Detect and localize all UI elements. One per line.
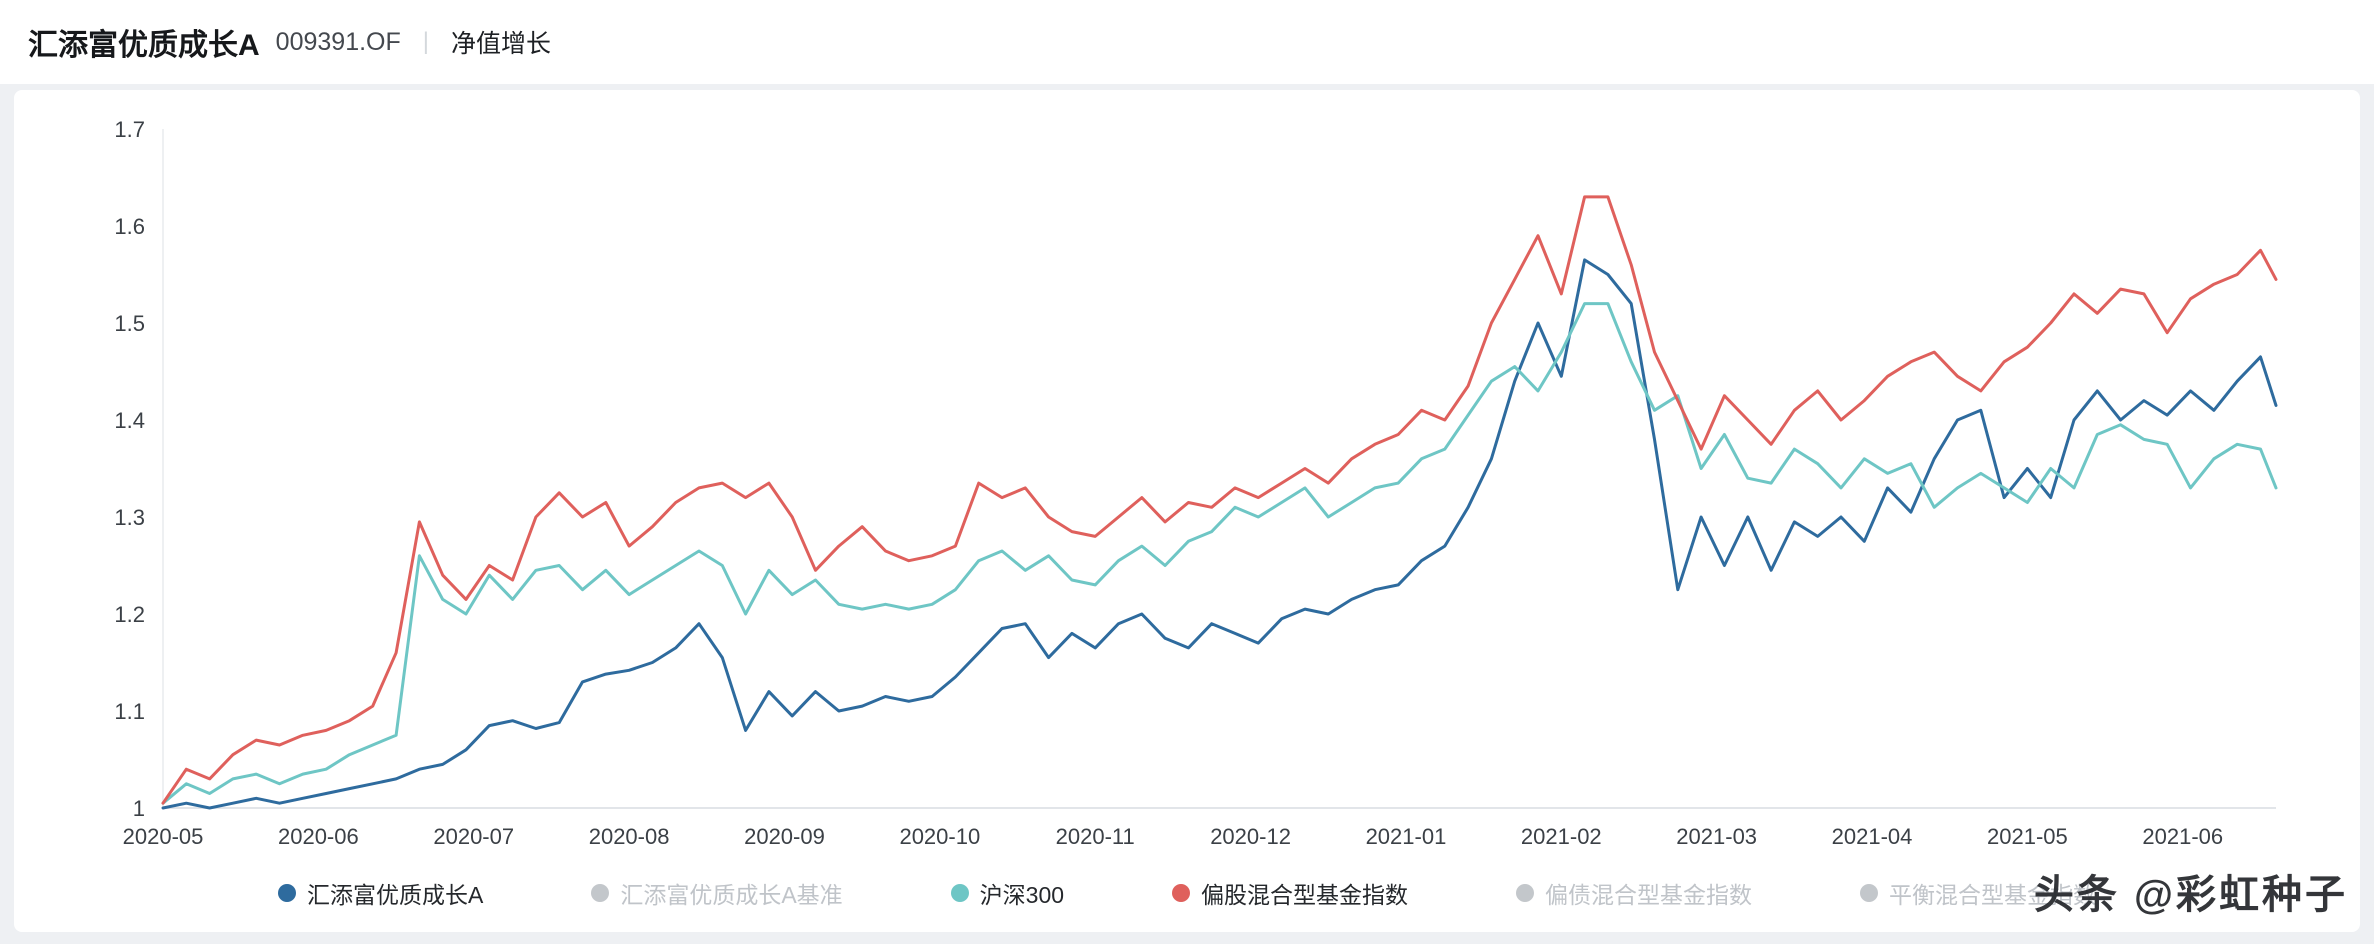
- y-tick-label: 1.3: [114, 505, 145, 530]
- watermark: 头条 @彩虹种子: [2033, 873, 2348, 917]
- legend-dot-icon: [1860, 884, 1879, 902]
- legend-item[interactable]: 平衡混合型基金指数: [1860, 876, 2096, 910]
- x-tick-label: 2020-07: [433, 824, 514, 849]
- x-tick-label: 2021-05: [1987, 824, 2068, 849]
- y-tick-label: 1.1: [114, 699, 145, 724]
- y-tick-label: 1.4: [114, 408, 145, 433]
- legend-item[interactable]: 偏债混合型基金指数: [1516, 876, 1752, 910]
- x-tick-label: 2020-11: [1056, 824, 1135, 849]
- x-tick-label: 2020-12: [1210, 824, 1291, 849]
- legend-dot-icon: [591, 884, 610, 902]
- legend-label: 汇添富优质成长A: [306, 882, 484, 908]
- net-value-line-chart: 1 1.1 1.2 1.3 1.4 1.5 1.6 1.7 2020-05 2020-06 2020…: [114, 117, 2278, 849]
- fund-code: 009391.OF: [275, 27, 401, 56]
- y-tick-label: 1.2: [114, 602, 145, 627]
- x-tick-label: 2020-06: [278, 824, 359, 849]
- series-line: [161, 258, 2278, 810]
- legend-label: 平衡混合型基金指数: [1889, 882, 2097, 908]
- series-line: [161, 302, 2278, 805]
- y-tick-label: 1: [133, 796, 145, 821]
- legend-dot-icon: [1172, 884, 1191, 902]
- header-divider: |: [422, 28, 429, 55]
- x-tick-label: 2020-05: [123, 824, 204, 849]
- legend-dot-icon: [277, 884, 296, 902]
- fund-title: 汇添富优质成长A: [28, 29, 260, 62]
- legend-label: 汇添富优质成长A基准: [620, 882, 843, 908]
- legend-item[interactable]: 偏股混合型基金指数: [1172, 876, 1408, 910]
- legend-dot-icon: [950, 884, 969, 902]
- x-tick-label: 2021-04: [1832, 824, 1913, 849]
- y-tick-label: 1.5: [114, 311, 145, 336]
- x-tick-label: 2020-10: [899, 824, 980, 849]
- x-tick-label: 2021-01: [1366, 824, 1447, 849]
- series-line: [161, 195, 2278, 805]
- x-tick-label: 2020-08: [589, 824, 670, 849]
- y-tick-label: 1.6: [114, 214, 145, 239]
- legend-label: 沪深300: [979, 882, 1065, 908]
- legend-label: 偏债混合型基金指数: [1545, 882, 1753, 908]
- header-bar: 汇添富优质成长A 009391.OF | 净值增长: [0, 0, 2374, 84]
- legend-item[interactable]: 汇添富优质成长A: [277, 876, 484, 910]
- x-tick-label: 2020-09: [744, 824, 825, 849]
- legend-item[interactable]: 沪深300: [950, 876, 1065, 910]
- x-tick-label: 2021-03: [1676, 824, 1757, 849]
- legend-item[interactable]: 汇添富优质成长A基准: [591, 876, 843, 910]
- chart-card: 1 1.1 1.2 1.3 1.4 1.5 1.6 1.7 2020-05 2020-06 2020…: [14, 90, 2360, 932]
- legend-label: 偏股混合型基金指数: [1201, 882, 1409, 908]
- x-tick-label: 2021-02: [1521, 824, 1602, 849]
- metric-label: 净值增长: [451, 30, 552, 58]
- y-tick-label: 1.7: [114, 117, 145, 142]
- legend-dot-icon: [1516, 884, 1535, 902]
- chart-legend: 汇添富优质成长A 汇添富优质成长A基准 沪深300 偏股混合型基金指数 偏债混合型基金指…: [14, 876, 2360, 910]
- x-tick-label: 2021-06: [2142, 824, 2223, 849]
